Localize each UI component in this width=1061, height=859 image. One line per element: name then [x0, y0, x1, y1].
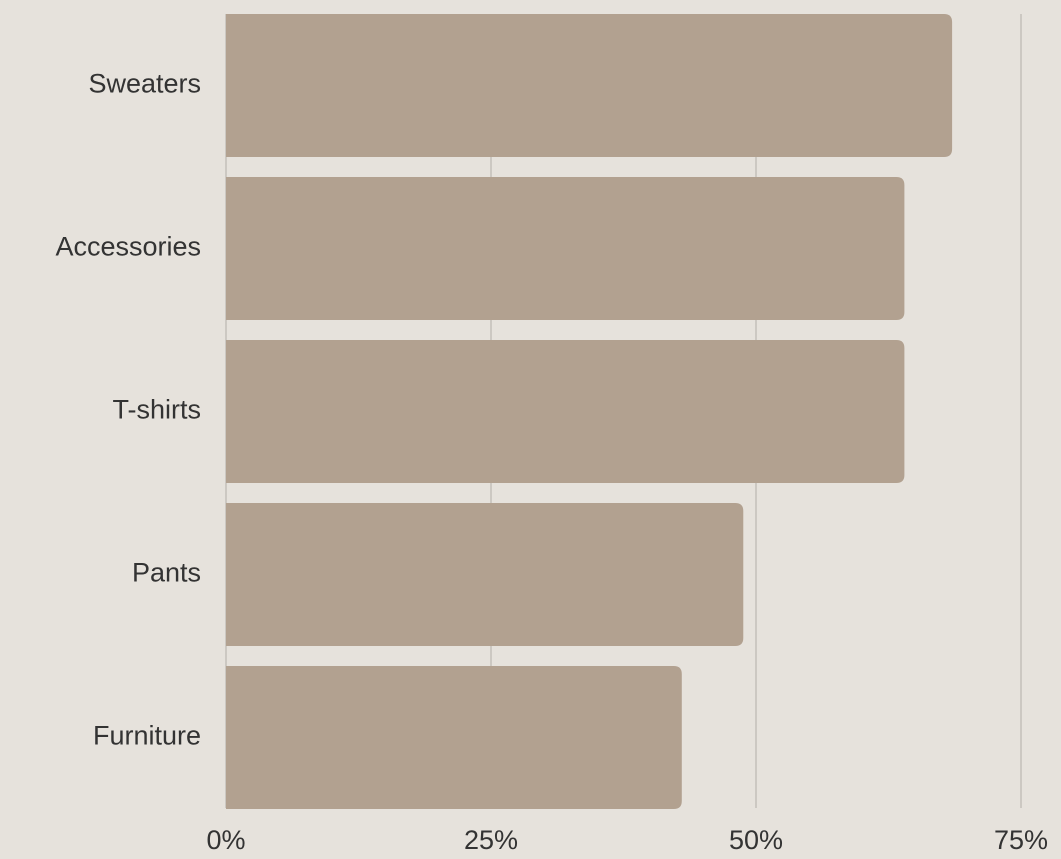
bar-pants — [226, 503, 744, 646]
x-tick-label: 0% — [206, 825, 245, 855]
category-label: Sweaters — [88, 69, 201, 99]
x-tick-label: 50% — [729, 825, 783, 855]
x-axis-tick-labels: 0% 25% 50% 75% — [206, 825, 1048, 855]
category-label: T-shirts — [112, 395, 201, 425]
x-tick-label: 75% — [994, 825, 1048, 855]
bar-furniture — [226, 666, 682, 809]
category-label: Furniture — [93, 721, 201, 751]
bars — [226, 14, 953, 809]
category-labels: Sweaters Accessories T-shirts Pants Furnitur… — [55, 69, 201, 751]
category-label: Accessories — [55, 232, 201, 262]
bar-t-shirts — [226, 340, 905, 483]
bar-sweaters — [226, 14, 953, 157]
x-tick-label: 25% — [464, 825, 518, 855]
category-label: Pants — [132, 558, 201, 588]
bar-accessories — [226, 177, 905, 320]
